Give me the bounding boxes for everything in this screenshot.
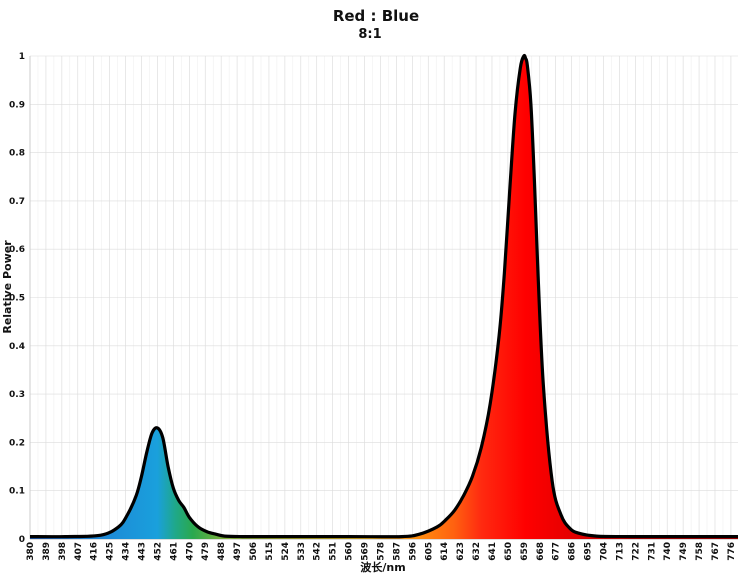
x-tick-label: 659 <box>520 542 530 561</box>
y-tick-label: 0.1 <box>9 487 25 497</box>
x-tick-label: 551 <box>329 542 339 561</box>
tick-layer: 380 389 398 407 416 425 434 443 452 461 470 479 488 4… <box>9 52 737 561</box>
x-tick-label: 407 <box>74 542 84 561</box>
x-tick-label: 497 <box>233 542 243 561</box>
x-tick-label: 650 <box>504 542 514 561</box>
y-axis-label: Relative Power <box>1 240 14 334</box>
x-tick-label: 632 <box>472 542 482 561</box>
x-tick-label: 524 <box>281 542 291 561</box>
x-tick-label: 641 <box>488 542 498 561</box>
x-tick-label: 758 <box>695 542 705 561</box>
x-tick-label: 380 <box>26 542 36 561</box>
x-tick-label: 578 <box>377 542 387 561</box>
x-tick-label: 767 <box>711 542 721 561</box>
x-tick-label: 533 <box>297 542 307 561</box>
spectrum-line <box>29 53 738 539</box>
x-tick-label: 677 <box>552 542 562 561</box>
x-tick-label: 416 <box>90 542 100 561</box>
x-tick-label: 740 <box>663 542 673 561</box>
x-tick-label: 452 <box>153 542 163 561</box>
x-tick-label: 713 <box>615 542 625 561</box>
area-layer <box>29 53 738 540</box>
x-tick-label: 461 <box>169 542 179 561</box>
x-tick-label: 398 <box>58 542 68 561</box>
x-tick-label: 434 <box>122 542 132 561</box>
chart-title: Red : Blue <box>333 7 419 25</box>
x-tick-label: 722 <box>631 542 641 561</box>
x-tick-label: 389 <box>42 542 52 561</box>
x-tick-label: 515 <box>265 542 275 561</box>
y-tick-label: 0 <box>19 535 25 545</box>
y-tick-label: 0.2 <box>9 438 25 448</box>
x-tick-label: 479 <box>201 542 211 561</box>
y-tick-label: 0.7 <box>9 197 25 207</box>
x-tick-label: 560 <box>345 542 355 561</box>
x-tick-label: 731 <box>647 542 657 561</box>
y-tick-label: 1 <box>19 52 25 62</box>
x-tick-label: 704 <box>600 542 610 561</box>
grid-layer <box>29 55 738 540</box>
chart-subtitle: 8:1 <box>358 27 381 42</box>
x-tick-label: 776 <box>727 542 737 561</box>
x-tick-label: 425 <box>106 542 116 561</box>
x-tick-label: 596 <box>408 542 418 561</box>
y-tick-label: 0.4 <box>9 342 25 352</box>
x-tick-label: 695 <box>584 542 594 561</box>
x-tick-label: 686 <box>568 542 578 561</box>
y-tick-label: 0.8 <box>9 149 25 159</box>
y-tick-label: 0.3 <box>9 390 25 400</box>
y-tick-label: 0.6 <box>9 245 25 255</box>
x-tick-label: 668 <box>536 542 546 561</box>
x-tick-label: 569 <box>361 542 371 561</box>
y-tick-label: 0.5 <box>9 294 25 304</box>
x-tick-label: 542 <box>313 542 323 561</box>
x-tick-label: 443 <box>138 542 148 561</box>
x-tick-label: 614 <box>440 542 450 561</box>
x-tick-label: 470 <box>185 542 195 561</box>
x-tick-label: 488 <box>217 542 227 561</box>
x-tick-label: 749 <box>679 542 689 561</box>
x-axis-label: 波长/nm <box>360 560 405 574</box>
x-tick-label: 623 <box>456 542 466 561</box>
x-tick-label: 587 <box>392 542 402 561</box>
x-tick-label: 605 <box>424 542 434 561</box>
y-tick-label: 0.9 <box>9 100 25 110</box>
x-tick-label: 506 <box>249 542 259 561</box>
